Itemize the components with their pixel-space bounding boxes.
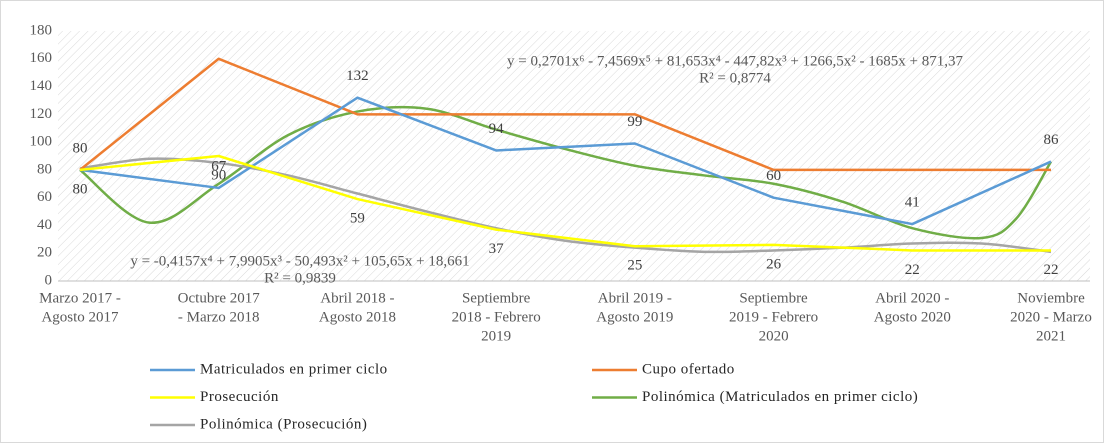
x-tick-label: Septiembre: [739, 290, 808, 306]
data-label: 94: [489, 121, 505, 137]
data-label: 80: [73, 181, 88, 197]
data-label: 26: [766, 256, 782, 272]
series-line: [79, 96, 1052, 226]
data-label: 132: [346, 68, 369, 84]
y-tick-label: 140: [30, 78, 53, 94]
x-tick-label: Abril 2018 -: [320, 290, 394, 306]
x-tick-label: Agosto 2017: [41, 309, 119, 325]
trend-equation: y = 0,2701x⁶ - 7,4569x⁵ + 81,653x⁴ - 447…: [507, 53, 964, 69]
y-tick-label: 0: [45, 272, 53, 288]
data-label: 86: [1044, 132, 1060, 148]
x-tick-label: Marzo 2017 -: [39, 290, 121, 306]
legend-label: Polinómica (Matriculados en primer ciclo…: [642, 389, 918, 405]
y-tick-label: 80: [37, 161, 52, 177]
y-tick-label: 20: [37, 245, 52, 261]
series-line: [79, 154, 1051, 252]
y-tick-label: 100: [30, 134, 53, 150]
legend-label: Polinómica (Prosecución): [200, 416, 367, 432]
x-tick-label: Agosto 2018: [319, 309, 396, 325]
y-tick-label: 120: [30, 106, 53, 122]
trend-r2: R² = 0,8774: [699, 70, 771, 86]
x-tick-label: Agosto 2020: [874, 309, 951, 325]
legend-label: Prosecución: [200, 389, 279, 405]
y-tick-label: 160: [30, 50, 53, 66]
legend-label: Cupo ofertado: [642, 361, 735, 377]
x-tick-label: Abril 2020 -: [875, 290, 949, 306]
series-line: [79, 105, 1053, 240]
x-tick-label: Agosto 2019: [596, 309, 673, 325]
series-line: [79, 57, 1051, 172]
data-label: 59: [350, 210, 365, 226]
x-tick-label: 2019 - Febrero: [729, 309, 818, 325]
data-label: 60: [766, 168, 781, 184]
data-label: 37: [489, 241, 505, 257]
x-tick-label: 2020 - Marzo: [1010, 309, 1092, 325]
x-tick-label: 2019: [481, 328, 511, 344]
x-tick-label: Octubre 2017: [178, 290, 261, 306]
x-tick-label: Noviembre: [1017, 290, 1085, 306]
x-tick-label: 2018 - Febrero: [452, 309, 541, 325]
data-label: 67: [211, 158, 227, 174]
y-tick-label: 40: [37, 217, 52, 233]
series-line: [79, 157, 1052, 254]
data-label: 25: [627, 258, 642, 274]
y-tick-label: 180: [30, 22, 53, 38]
x-tick-label: Abril 2019 -: [598, 290, 672, 306]
data-label: 90: [211, 167, 226, 183]
data-label: 99: [627, 114, 642, 130]
trend-equation: y = -0,4157x⁴ + 7,9905x³ - 50,493x² + 10…: [130, 253, 469, 269]
data-label: 22: [1044, 262, 1059, 278]
trend-r2: R² = 0,9839: [264, 270, 336, 286]
data-label: 41: [905, 194, 920, 210]
data-label: 22: [905, 262, 920, 278]
data-label: 80: [73, 140, 88, 156]
x-tick-label: 2020: [759, 328, 789, 344]
y-tick-label: 60: [37, 189, 52, 205]
x-tick-label: - Marzo 2018: [178, 309, 260, 325]
legend-label: Matriculados en primer ciclo: [200, 361, 388, 377]
x-tick-label: 2021: [1036, 328, 1066, 344]
x-tick-label: Septiembre: [462, 290, 531, 306]
